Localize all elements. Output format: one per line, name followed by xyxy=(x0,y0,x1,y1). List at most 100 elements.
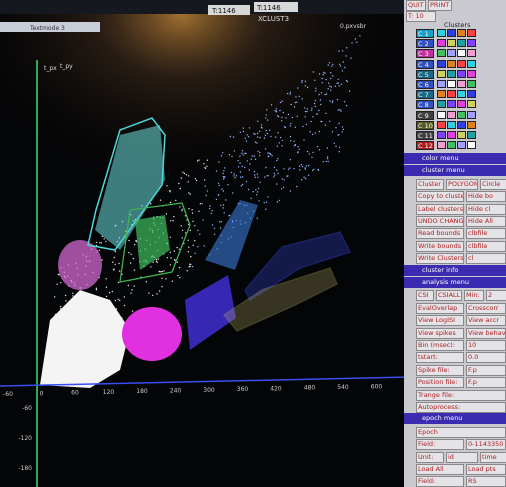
cluster-swatch[interactable] xyxy=(457,69,466,78)
cluster-swatch[interactable] xyxy=(457,59,466,68)
panel-button[interactable]: id xyxy=(446,451,478,463)
cluster-button[interactable]: C 1 xyxy=(416,29,434,38)
panel-button[interactable]: Bin (msec): xyxy=(416,340,464,351)
cluster-button[interactable]: C 4 xyxy=(416,59,434,69)
panel-button[interactable]: clbfile xyxy=(466,228,506,240)
panel-button[interactable]: 2 xyxy=(486,290,506,302)
cluster-swatch[interactable] xyxy=(437,141,446,150)
cluster-swatch[interactable] xyxy=(457,29,466,37)
cluster-swatch[interactable] xyxy=(447,69,456,78)
cluster-button[interactable]: C 6 xyxy=(416,80,434,89)
panel-button[interactable]: Read bounds from: xyxy=(416,228,464,240)
cluster-swatch[interactable] xyxy=(467,131,476,139)
cluster-swatch[interactable] xyxy=(467,100,476,109)
cluster-swatch[interactable] xyxy=(437,131,446,139)
panel-button[interactable]: F.p xyxy=(466,364,506,376)
panel-button[interactable]: Write bounds to: xyxy=(416,240,464,252)
panel-button[interactable]: Load pts xyxy=(466,464,506,475)
cluster-swatch[interactable] xyxy=(467,120,476,129)
cluster-swatch[interactable] xyxy=(457,90,466,99)
panel-button[interactable]: Field: xyxy=(416,476,464,487)
cluster-button[interactable]: C 12 xyxy=(416,141,434,151)
cluster-button[interactable]: C 8 xyxy=(416,100,434,110)
menu-header[interactable]: cluster menu xyxy=(404,165,506,177)
menu-header[interactable]: cluster info xyxy=(404,264,506,276)
cluster-swatch[interactable] xyxy=(447,59,456,68)
panel-button[interactable]: Spike file: xyxy=(416,364,464,376)
panel-button[interactable]: CSI xyxy=(416,290,434,302)
panel-button[interactable]: Load All xyxy=(416,464,464,475)
panel-button[interactable]: Field: xyxy=(416,439,464,451)
cluster-swatch[interactable] xyxy=(447,110,456,119)
panel-button[interactable]: CSIALL xyxy=(436,290,462,302)
cluster-swatch[interactable] xyxy=(437,29,446,37)
panel-button[interactable]: tstart: xyxy=(416,352,464,364)
cluster-swatch[interactable] xyxy=(467,90,476,99)
panel-button[interactable]: Position file: xyxy=(416,377,464,389)
quit-button[interactable]: QUIT xyxy=(406,0,426,11)
panel-button[interactable]: Autoprocess: xyxy=(416,402,506,413)
panel-button[interactable]: 0.0 xyxy=(466,352,506,364)
panel-button[interactable]: View behav xyxy=(466,327,506,339)
cluster-swatch[interactable] xyxy=(447,90,456,99)
cluster-swatch[interactable] xyxy=(447,29,456,37)
panel-button[interactable]: POLYGON xyxy=(446,178,478,190)
panel-button[interactable]: Write Clusters to: xyxy=(416,253,464,265)
panel-button[interactable]: EvalOverlap xyxy=(416,302,464,314)
cluster-swatch[interactable] xyxy=(437,39,446,48)
cluster-swatch[interactable] xyxy=(447,49,456,58)
panel-button[interactable]: clbfile xyxy=(466,240,506,252)
panel-button[interactable]: View accr xyxy=(466,315,506,327)
panel-button[interactable]: Epoch xyxy=(416,426,506,438)
cluster-button[interactable]: C 10 xyxy=(416,120,434,130)
cluster-swatch[interactable] xyxy=(437,80,446,88)
panel-button[interactable]: Cluster xyxy=(416,178,444,190)
panel-button[interactable]: Circle xyxy=(480,178,506,190)
cluster-swatch[interactable] xyxy=(437,110,446,119)
panel-button[interactable]: Hide cl xyxy=(466,203,506,215)
cluster-swatch[interactable] xyxy=(457,49,466,58)
cluster-swatch[interactable] xyxy=(437,69,446,78)
cluster-swatch[interactable] xyxy=(457,100,466,109)
panel-button[interactable]: time xyxy=(480,451,506,463)
panel-button[interactable]: Min: xyxy=(464,290,484,302)
cluster-swatch[interactable] xyxy=(467,29,476,37)
cluster-swatch[interactable] xyxy=(467,49,476,58)
print-button[interactable]: PRINT xyxy=(428,0,452,11)
cluster-swatch[interactable] xyxy=(457,110,466,119)
cluster-button[interactable]: C 2 xyxy=(416,39,434,49)
cluster-swatch[interactable] xyxy=(457,80,466,88)
cluster-button[interactable]: C 7 xyxy=(416,90,434,100)
menu-header[interactable]: color menu xyxy=(404,153,506,164)
cluster-swatch[interactable] xyxy=(467,80,476,88)
cluster-swatch[interactable] xyxy=(457,120,466,129)
panel-button[interactable]: View LogISI xyxy=(416,315,464,327)
cluster-swatch[interactable] xyxy=(447,80,456,88)
panel-button[interactable]: Hide bo xyxy=(466,191,506,203)
cluster-swatch[interactable] xyxy=(457,131,466,139)
cluster-swatch[interactable] xyxy=(467,141,476,150)
panel-button[interactable]: F.p xyxy=(466,377,506,389)
panel-button[interactable]: 0-1143350 xyxy=(466,439,506,451)
cluster-swatch[interactable] xyxy=(437,100,446,109)
panel-button[interactable]: Hide All xyxy=(466,216,506,227)
cluster-swatch[interactable] xyxy=(437,120,446,129)
cluster-swatch[interactable] xyxy=(457,141,466,150)
cluster-swatch[interactable] xyxy=(437,90,446,99)
panel-button[interactable]: Trange file: xyxy=(416,389,506,401)
cluster-swatch[interactable] xyxy=(447,100,456,109)
panel-button[interactable]: Unit: xyxy=(416,451,444,463)
panel-button[interactable]: 10 xyxy=(466,340,506,351)
cluster-swatch[interactable] xyxy=(437,49,446,58)
cluster-swatch[interactable] xyxy=(467,110,476,119)
cluster-swatch[interactable] xyxy=(447,131,456,139)
cluster-swatch[interactable] xyxy=(467,59,476,68)
panel-button[interactable]: Copy to cluster xyxy=(416,191,464,203)
panel-button[interactable]: UNDO CHANGE xyxy=(416,216,464,227)
cluster-button[interactable]: C 5 xyxy=(416,69,434,79)
cluster-button[interactable]: C 9 xyxy=(416,110,434,120)
cluster-button[interactable]: C 11 xyxy=(416,131,434,140)
cluster-swatch[interactable] xyxy=(447,39,456,48)
cluster-swatch[interactable] xyxy=(467,39,476,48)
menu-header[interactable]: epoch menu xyxy=(404,413,506,425)
